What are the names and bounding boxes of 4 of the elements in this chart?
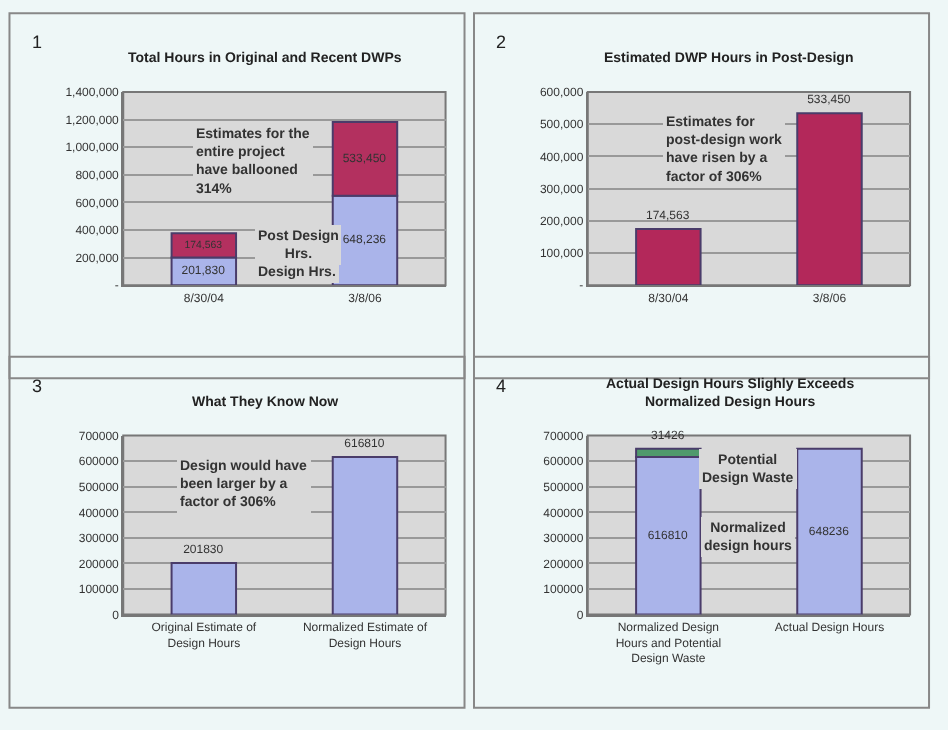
text: 3 [32, 376, 43, 396]
text: 4 [496, 376, 507, 396]
text: 2 [496, 32, 507, 52]
text: 1 [32, 32, 43, 52]
